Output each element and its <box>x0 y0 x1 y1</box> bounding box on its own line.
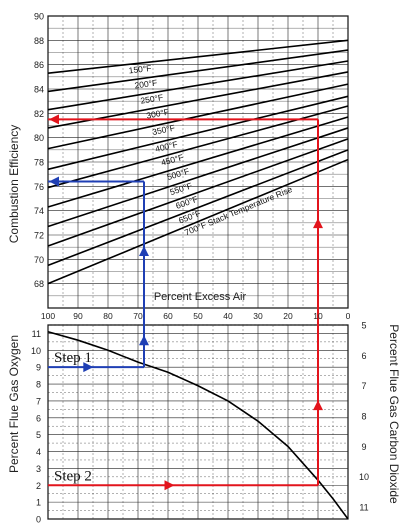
x-tick-label: 40 <box>223 311 233 321</box>
upper-y-tick-label: 72 <box>34 231 44 241</box>
temperature-line-label: 150°F <box>128 63 152 75</box>
upper-y-tick-label: 90 <box>34 12 44 22</box>
lower-y2-tick-label: 11 <box>359 503 368 513</box>
x-tick-label: 0 <box>346 311 351 321</box>
y-axis-label-efficiency: Combustion Efficiency <box>7 125 21 244</box>
y-axis-label-oxygen: Percent Flue Gas Oxygen <box>7 335 21 473</box>
temperature-line <box>47 127 349 228</box>
lower-y-tick-label: 9 <box>36 363 41 373</box>
temperature-line <box>47 149 349 267</box>
upper-y-tick-label: 82 <box>34 109 44 119</box>
lower-y-tick-label: 11 <box>32 329 41 339</box>
step-label: Step 2 <box>54 468 92 484</box>
x-tick-label: 20 <box>283 311 293 321</box>
lower-y2-tick-label: 10 <box>359 472 369 482</box>
upper-y-tick-label: 80 <box>34 133 44 143</box>
temperature-line <box>47 116 349 208</box>
lower-y-tick-label: 8 <box>36 380 41 390</box>
lower-y-tick-label: 1 <box>36 498 41 508</box>
y-axis-label-carbon-dioxide: Percent Flue Gas Carbon Dioxide <box>387 324 400 504</box>
step-guide-arrow <box>139 246 149 257</box>
upper-y-tick-label: 76 <box>34 182 44 192</box>
temperature-line <box>47 95 349 171</box>
oxygen-grid <box>47 324 349 520</box>
x-tick-label: 60 <box>163 311 173 321</box>
upper-y-tick-label: 78 <box>34 158 44 168</box>
upper-y-tick-label: 84 <box>34 85 44 95</box>
lower-y-tick-label: 2 <box>36 481 41 491</box>
step-guide-arrow <box>49 176 59 187</box>
lower-y-tick-label: 10 <box>31 346 41 356</box>
x-tick-label: 80 <box>103 311 113 321</box>
temperature-line <box>47 60 349 111</box>
step-guide-arrow <box>313 218 323 229</box>
lower-y2-tick-label: 9 <box>361 442 366 452</box>
oxygen-curve <box>47 330 349 520</box>
lower-y-tick-label: 0 <box>36 515 41 525</box>
upper-y-tick-label: 70 <box>34 255 44 265</box>
lower-y-tick-label: 6 <box>36 413 41 423</box>
x-axis-label-excess-air: Percent Excess Air <box>154 291 247 303</box>
lower-y2-tick-label: 6 <box>361 351 366 361</box>
temperature-line-label: 250°F <box>140 92 164 106</box>
step-guide-arrow <box>164 480 175 491</box>
temperature-line-label: 200°F <box>134 78 158 91</box>
temperature-line-label: 300°F <box>146 107 170 121</box>
lower-y-tick-label: 3 <box>36 464 41 474</box>
lower-y-tick-label: 7 <box>36 396 41 406</box>
x-tick-label: 10 <box>313 311 323 321</box>
temperature-line <box>47 158 349 285</box>
lower-y2-tick-label: 8 <box>361 412 366 422</box>
x-tick-label: 30 <box>253 311 263 321</box>
x-tick-label: 50 <box>193 311 203 321</box>
step-label: Step 1 <box>54 350 92 366</box>
temperature-line <box>47 39 349 74</box>
temperature-line-label: 350°F <box>151 123 175 138</box>
lower-y2-tick-label: 7 <box>361 381 366 391</box>
temperature-line <box>47 138 349 247</box>
step-guide-arrow <box>49 114 59 125</box>
upper-y-tick-label: 86 <box>34 60 44 70</box>
step-guide-arrow <box>83 362 94 373</box>
step-guide-arrow <box>139 335 149 346</box>
x-tick-label: 90 <box>73 311 83 321</box>
upper-y-tick-label: 68 <box>34 279 44 289</box>
lower-y2-tick-label: 5 <box>361 321 366 331</box>
x-tick-label: 100 <box>41 311 55 321</box>
temperature-line <box>47 83 349 150</box>
lower-y-tick-label: 4 <box>36 447 41 457</box>
step-guide-arrow <box>313 400 323 411</box>
guide-lines: Step 1 Step 2 <box>48 114 323 491</box>
temperature-line <box>47 49 349 93</box>
lower-y-tick-label: 5 <box>36 430 41 440</box>
upper-y-tick-label: 88 <box>34 36 44 46</box>
oxygen-curve-group <box>47 330 349 520</box>
upper-y-tick-label: 74 <box>34 206 44 216</box>
x-tick-label: 70 <box>133 311 143 321</box>
